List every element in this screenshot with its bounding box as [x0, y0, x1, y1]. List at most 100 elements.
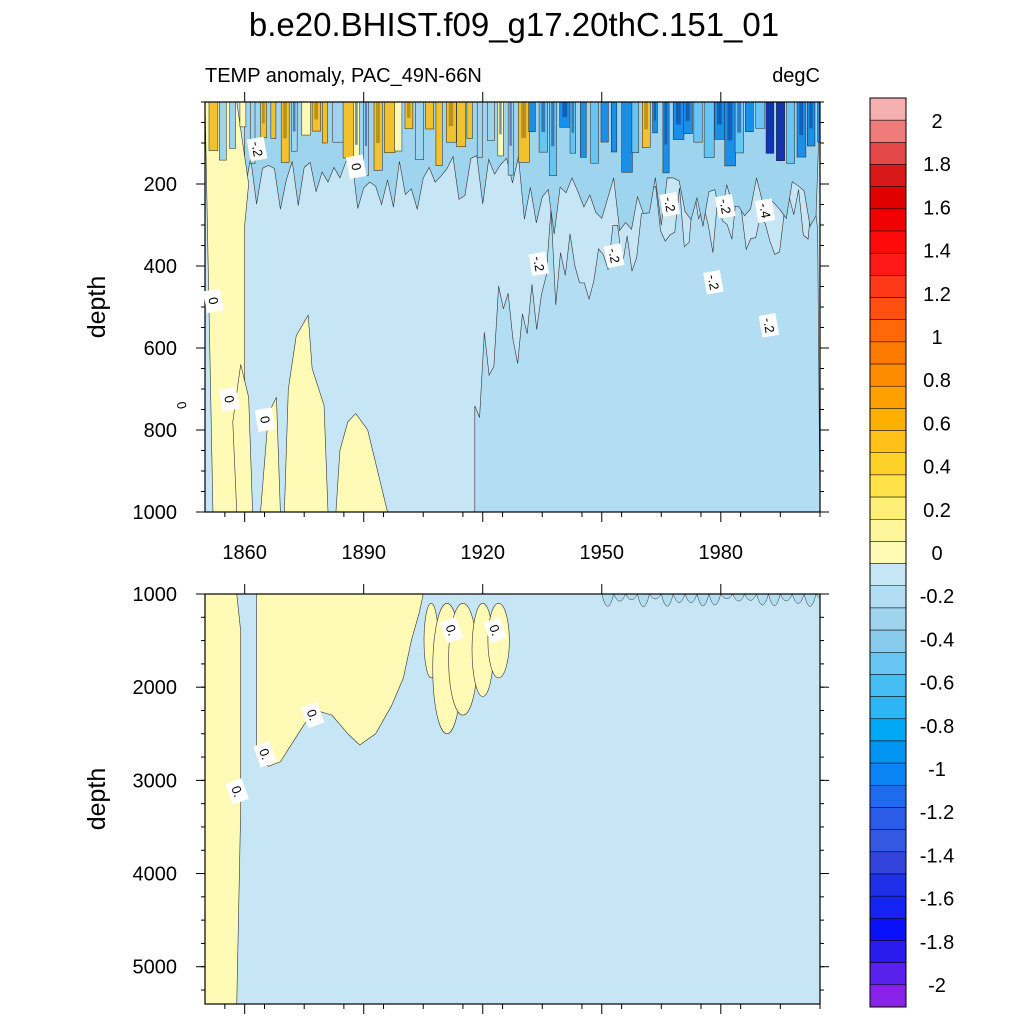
contour-label: -.2: [714, 194, 736, 219]
contour-label: -.2: [603, 243, 625, 268]
svg-text:-.2: -.2: [760, 317, 777, 335]
upper-panel: 200 400 600 800 1000 depth -.2 0 -.2 -.2 -.4 -.2 -.2…: [83, 92, 829, 524]
svg-text:0.: 0.: [228, 784, 246, 799]
contour-label: -.2: [528, 251, 550, 277]
colorbar-label: 1: [931, 327, 942, 349]
colorbar-box: [869, 718, 907, 742]
y-tick-label: 1000: [133, 584, 178, 606]
svg-text:0: 0: [221, 394, 237, 404]
chart-title: b.e20.BHIST.f09_g17.20thC.151_01: [249, 6, 779, 43]
y-tick-label: 600: [144, 338, 177, 360]
contour-label: 0.: [483, 616, 507, 644]
colorbar-box: [869, 807, 907, 830]
contour-label: 0.: [253, 740, 277, 768]
y-tick-label: 4000: [133, 864, 178, 886]
colorbar-box: [869, 918, 907, 941]
colorbar-box: [869, 341, 907, 365]
colorbar-box: [869, 164, 907, 187]
colorbar-box: [869, 474, 907, 498]
colorbar-box: [869, 186, 907, 210]
colorbar-label: 0.2: [923, 500, 951, 522]
colorbar-label: 1.2: [923, 284, 951, 306]
contour-label: -.2: [246, 136, 268, 162]
contour-fill: [205, 594, 820, 1004]
y-tick-label: 800: [144, 420, 177, 442]
colorbar-box: [869, 97, 907, 121]
colorbar-label: -0.2: [920, 586, 954, 608]
colorbar-box: [869, 829, 907, 853]
colorbar-box: [869, 652, 907, 675]
colorbar-box: [869, 430, 907, 453]
x-tick-label: 1860: [222, 542, 267, 564]
colorbar-box: [869, 785, 907, 808]
lower-panel: 1000 2000 3000 4000 5000 depth 0. 0. 0. 0. 0.: [83, 584, 829, 1014]
x-tick-label: 1980: [699, 542, 744, 564]
colorbar-box: [869, 496, 907, 520]
y-axis-label: depth: [83, 276, 111, 339]
chart-subtitle: TEMP anomaly, PAC_49N-66N: [205, 65, 482, 87]
colorbar-box: [869, 208, 907, 232]
colorbar-label: 2: [931, 111, 942, 133]
colorbar-box: [869, 607, 907, 631]
y-tick-label: 5000: [133, 957, 178, 979]
colorbar-box: [869, 319, 907, 343]
colorbar-box: [869, 851, 907, 875]
contour-fill: [205, 102, 820, 512]
contour-label: 0: [254, 407, 276, 432]
colorbar-label: -1: [928, 759, 946, 781]
colorbar-label: -0.8: [920, 716, 954, 738]
colorbar-box: [869, 873, 907, 897]
colorbar-label: -1.2: [920, 802, 954, 824]
y-tick-label: 2000: [133, 677, 178, 699]
contour-label: 0: [203, 288, 224, 314]
svg-text:-.2: -.2: [605, 247, 622, 265]
colorbar-box: [869, 940, 907, 963]
contour-label: 0.: [439, 616, 464, 644]
y-tick-label: 1000: [133, 502, 178, 524]
svg-text:-.4: -.4: [756, 202, 773, 220]
contour-label: 0: [219, 386, 240, 412]
colorbar: 2 1.8 1.6 1.4 1.2 1 0.8 0.6 0.4 0.2 0 -0.2 -0.4 -0.6 -…: [869, 97, 954, 1008]
svg-text:0: 0: [174, 400, 190, 410]
colorbar-box: [869, 408, 907, 431]
contour-label: -.4: [754, 198, 776, 223]
contour-label: 0.: [300, 701, 325, 729]
svg-text:0: 0: [348, 162, 364, 172]
contour-label: -.2: [703, 270, 724, 295]
svg-text:0: 0: [205, 296, 221, 306]
colorbar-label: -1.6: [920, 889, 954, 911]
colorbar-label: -1.8: [920, 932, 954, 954]
svg-text:0: 0: [257, 415, 273, 425]
svg-text:-.2: -.2: [717, 198, 734, 216]
colorbar-box: [869, 563, 907, 587]
svg-text:0.: 0.: [256, 746, 274, 761]
colorbar-box: [869, 363, 907, 387]
colorbar-box: [869, 962, 907, 986]
svg-text:-.2: -.2: [661, 196, 678, 214]
colorbar-box: [869, 142, 907, 165]
svg-text:-.2: -.2: [248, 140, 265, 158]
colorbar-box: [869, 674, 907, 697]
colorbar-label: 0.8: [923, 370, 951, 392]
contour-label: -.2: [758, 313, 780, 338]
colorbar-box: [869, 452, 907, 476]
contour-label: 0.: [225, 778, 249, 805]
colorbar-label: 1.8: [923, 154, 951, 176]
colorbar-box: [869, 762, 907, 786]
y-tick-label: 3000: [133, 770, 178, 792]
colorbar-label: -2: [928, 975, 946, 997]
units-label: degC: [772, 65, 820, 87]
contour-label: 0: [345, 154, 367, 180]
colorbar-box: [869, 230, 907, 254]
plot-frame: [204, 593, 821, 1005]
colorbar-box: [869, 984, 907, 1008]
colorbar-box: [869, 585, 907, 609]
colorbar-box: [869, 385, 907, 409]
y-tick-label: 400: [144, 256, 177, 278]
x-tick-label: 1950: [580, 542, 625, 564]
svg-text:0.: 0.: [304, 707, 322, 722]
colorbar-label: -0.4: [920, 629, 954, 651]
y-tick-label: 200: [144, 174, 177, 196]
svg-text:0.: 0.: [443, 623, 461, 638]
